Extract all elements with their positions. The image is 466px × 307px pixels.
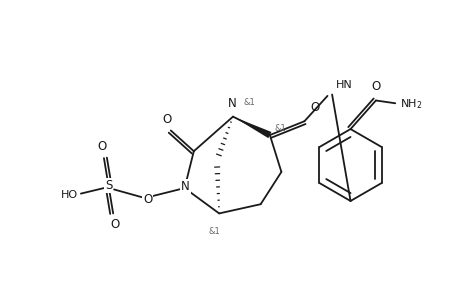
- Text: &1: &1: [209, 227, 220, 236]
- Text: S: S: [105, 179, 112, 192]
- Polygon shape: [233, 117, 271, 138]
- Text: O: O: [310, 101, 319, 114]
- Text: O: O: [143, 193, 152, 206]
- Text: O: O: [162, 113, 171, 126]
- Text: O: O: [371, 80, 381, 93]
- Text: N: N: [228, 97, 236, 110]
- Text: O: O: [97, 141, 106, 154]
- Text: &1: &1: [243, 99, 255, 107]
- Text: &1: &1: [274, 124, 286, 133]
- Text: O: O: [111, 218, 120, 231]
- Text: HO: HO: [61, 190, 78, 200]
- Text: HN: HN: [336, 80, 353, 90]
- Text: NH$_2$: NH$_2$: [400, 97, 422, 111]
- Text: N: N: [181, 180, 190, 193]
